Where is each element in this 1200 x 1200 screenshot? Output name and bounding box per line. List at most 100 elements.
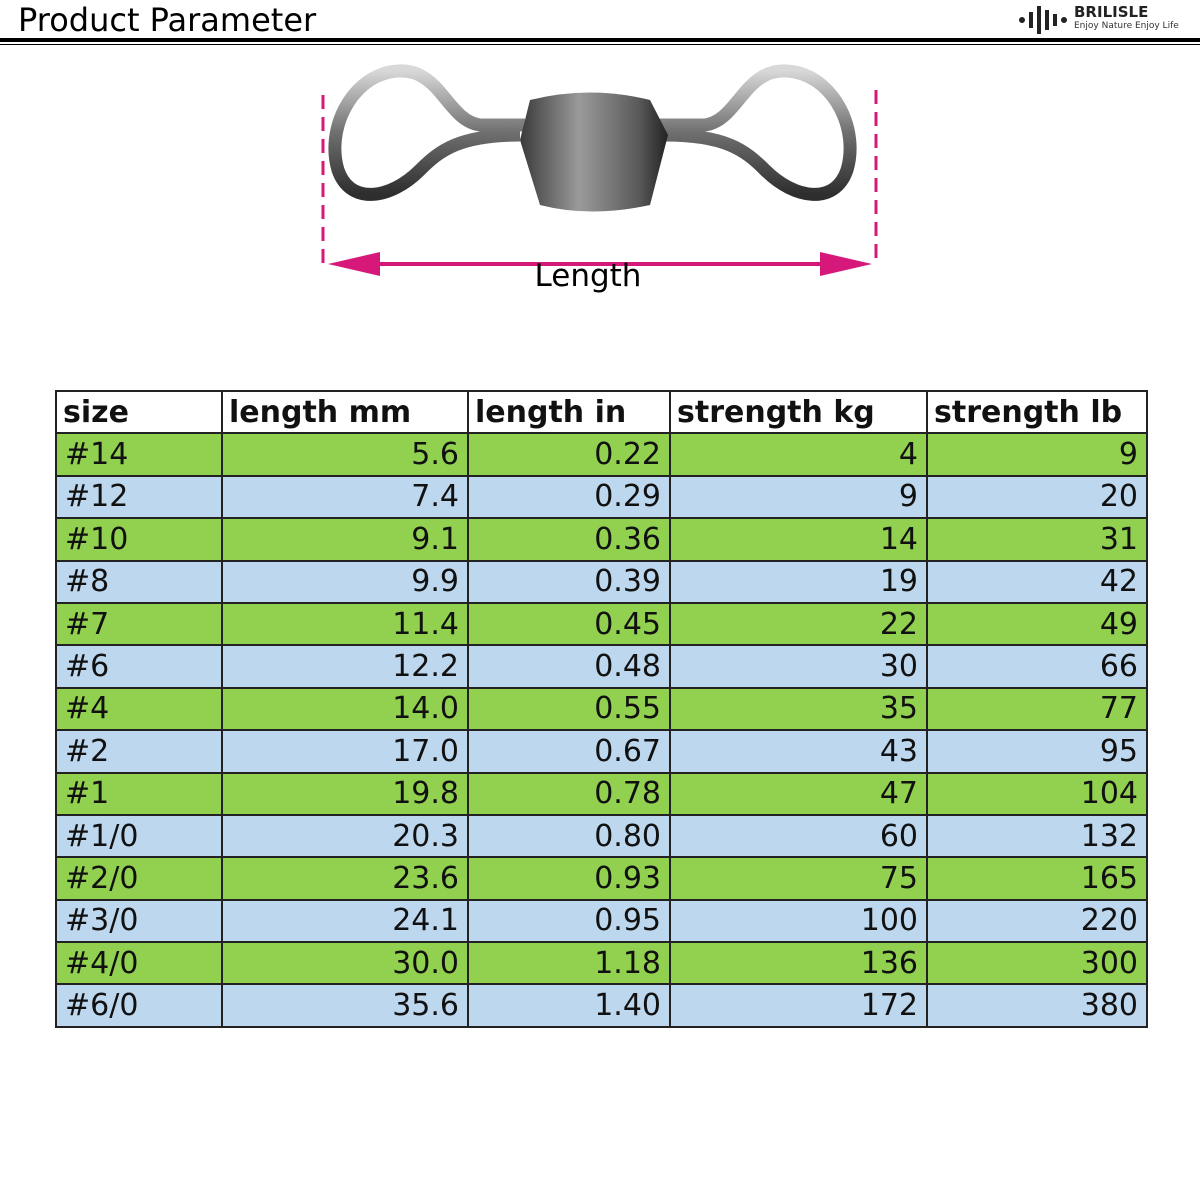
- value-cell: 0.93: [467, 856, 671, 901]
- value-cell: 19.8: [221, 771, 469, 816]
- column-header: length mm: [221, 389, 469, 435]
- table-row: #4 14.0 0.55 35 77: [55, 686, 1148, 732]
- value-cell: 19: [669, 559, 928, 604]
- size-cell: #3/0: [55, 898, 223, 944]
- column-header: length in: [467, 389, 671, 435]
- value-cell: 77: [926, 686, 1148, 732]
- value-cell: 0.67: [467, 729, 671, 774]
- value-cell: 9.1: [221, 517, 469, 562]
- value-cell: 66: [926, 644, 1148, 689]
- value-cell: 0.22: [467, 432, 671, 477]
- table-row: #6/0 35.6 1.40 172 380: [55, 983, 1148, 1028]
- value-cell: 47: [669, 771, 928, 816]
- value-cell: 0.80: [467, 813, 671, 859]
- value-cell: 1.40: [467, 983, 671, 1028]
- value-cell: 24.1: [221, 898, 469, 944]
- value-cell: 165: [926, 856, 1148, 901]
- value-cell: 9.9: [221, 559, 469, 604]
- swivel-diagram: [321, 64, 878, 276]
- value-cell: 300: [926, 941, 1148, 986]
- value-cell: 30.0: [221, 941, 469, 986]
- value-cell: 17.0: [221, 729, 469, 774]
- value-cell: 20.3: [221, 813, 469, 859]
- table-row: #6 12.2 0.48 30 66: [55, 644, 1148, 689]
- value-cell: 22: [669, 601, 928, 647]
- value-cell: 0.78: [467, 771, 671, 816]
- table-row: #14 5.6 0.22 4 9: [55, 432, 1148, 477]
- value-cell: 49: [926, 601, 1148, 647]
- table-row: #2/0 23.6 0.93 75 165: [55, 856, 1148, 901]
- table-row: #8 9.9 0.39 19 42: [55, 559, 1148, 604]
- value-cell: 35.6: [221, 983, 469, 1028]
- value-cell: 9: [669, 474, 928, 520]
- size-cell: #6: [55, 644, 223, 689]
- value-cell: 0.95: [467, 898, 671, 944]
- size-cell: #14: [55, 432, 223, 477]
- table-row: #2 17.0 0.67 43 95: [55, 729, 1148, 774]
- value-cell: 9: [926, 432, 1148, 477]
- brand-icon: [1019, 6, 1067, 34]
- size-cell: #6/0: [55, 983, 223, 1028]
- size-cell: #2/0: [55, 856, 223, 901]
- size-cell: #4: [55, 686, 223, 732]
- value-cell: 0.55: [467, 686, 671, 732]
- brand-name: BRILISLE: [1074, 3, 1149, 21]
- value-cell: 0.36: [467, 517, 671, 562]
- value-cell: 42: [926, 559, 1148, 604]
- value-cell: 0.48: [467, 644, 671, 689]
- column-header: strength lb: [926, 389, 1148, 435]
- value-cell: 12.2: [221, 644, 469, 689]
- table-row: #7 11.4 0.45 22 49: [55, 601, 1148, 647]
- length-label: Length: [534, 258, 642, 294]
- value-cell: 60: [669, 813, 928, 859]
- value-cell: 132: [926, 813, 1148, 859]
- size-cell: #1: [55, 771, 223, 816]
- value-cell: 136: [669, 941, 928, 986]
- value-cell: 7.4: [221, 474, 469, 520]
- header-row: size length mm length in strength kg strengt…: [55, 389, 1148, 435]
- table-row: #4/0 30.0 1.18 136 300: [55, 941, 1148, 986]
- value-cell: 100: [669, 898, 928, 944]
- value-cell: 104: [926, 771, 1148, 816]
- value-cell: 23.6: [221, 856, 469, 901]
- table-row: #12 7.4 0.29 9 20: [55, 474, 1148, 520]
- value-cell: 20: [926, 474, 1148, 520]
- column-header: strength kg: [669, 389, 928, 435]
- table-row: #1/0 20.3 0.80 60 132: [55, 813, 1148, 859]
- size-cell: #7: [55, 601, 223, 647]
- value-cell: 31: [926, 517, 1148, 562]
- page-title: Product Parameter: [18, 1, 317, 39]
- value-cell: 14: [669, 517, 928, 562]
- header-rule: [0, 44, 1200, 45]
- size-cell: #10: [55, 517, 223, 562]
- value-cell: 75: [669, 856, 928, 901]
- value-cell: 30: [669, 644, 928, 689]
- table-row: #3/0 24.1 0.95 100 220: [55, 898, 1148, 944]
- value-cell: 14.0: [221, 686, 469, 732]
- value-cell: 220: [926, 898, 1148, 944]
- table-row: #1 19.8 0.78 47 104: [55, 771, 1148, 816]
- size-cell: #12: [55, 474, 223, 520]
- value-cell: 1.18: [467, 941, 671, 986]
- size-cell: #2: [55, 729, 223, 774]
- size-cell: #1/0: [55, 813, 223, 859]
- value-cell: 35: [669, 686, 928, 732]
- value-cell: 95: [926, 729, 1148, 774]
- value-cell: 0.29: [467, 474, 671, 520]
- value-cell: 0.39: [467, 559, 671, 604]
- value-cell: 172: [669, 983, 928, 1028]
- size-cell: #4/0: [55, 941, 223, 986]
- value-cell: 5.6: [221, 432, 469, 477]
- brand-tagline: Enjoy Nature Enjoy Life: [1074, 21, 1179, 31]
- value-cell: 0.45: [467, 601, 671, 647]
- value-cell: 4: [669, 432, 928, 477]
- value-cell: 43: [669, 729, 928, 774]
- header-rule: [0, 38, 1200, 42]
- table-row: #10 9.1 0.36 14 31: [55, 517, 1148, 562]
- spec-table: size length mm length in strength kg strengt…: [55, 389, 1148, 1028]
- size-cell: #8: [55, 559, 223, 604]
- value-cell: 11.4: [221, 601, 469, 647]
- column-header: size: [55, 389, 223, 435]
- value-cell: 380: [926, 983, 1148, 1028]
